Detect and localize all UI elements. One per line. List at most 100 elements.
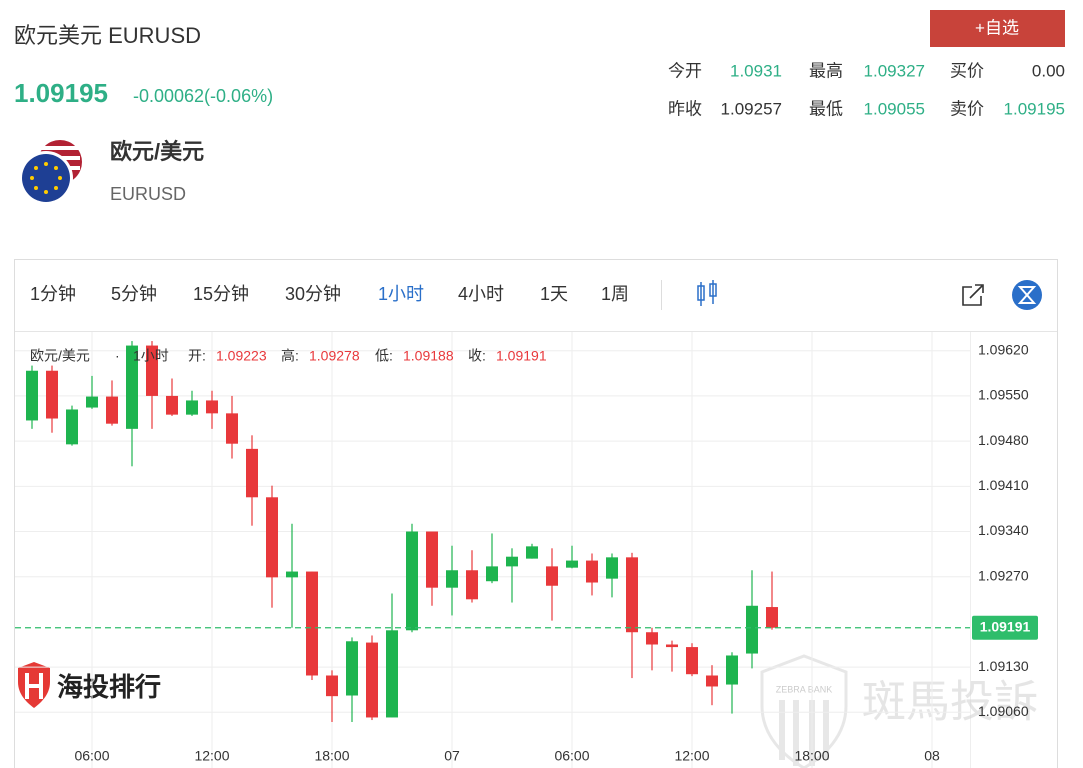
instrument-name: 欧元/美元: [110, 139, 204, 164]
candle-body: [746, 605, 758, 654]
quote-label: 昨收: [668, 99, 702, 118]
candle-body: [646, 632, 658, 645]
legend-high: 1.09278: [309, 348, 360, 364]
quote-value: 1.09055: [864, 99, 925, 118]
quote-label: 最低: [809, 99, 843, 118]
candle-body: [406, 531, 418, 631]
page-title: 欧元美元 EURUSD: [14, 23, 201, 48]
legend-close: 1.09191: [496, 348, 547, 364]
legend-symbol: 欧元/美元: [30, 348, 90, 364]
candle-body: [146, 345, 158, 396]
candle-body: [726, 655, 738, 685]
quote-value: 1.09257: [721, 99, 782, 118]
chart-type-button[interactable]: [697, 280, 717, 306]
interval-tab[interactable]: 1周: [601, 284, 629, 304]
candle-body: [666, 644, 678, 648]
candle-body: [186, 400, 198, 415]
left-watermark: 海投排行: [57, 672, 161, 702]
x-tick-label: 18:00: [794, 748, 829, 764]
x-tick-label: 07: [444, 748, 460, 764]
plot: 1.09620 1.09550 1.09480 1.09410 1.09340 1.092…: [15, 332, 1038, 768]
candle-body: [626, 557, 638, 633]
candle-body: [446, 570, 458, 588]
instrument-code: EURUSD: [110, 184, 186, 204]
interval-tab[interactable]: 15分钟: [193, 284, 249, 304]
y-tick-label: 1.09410: [978, 477, 1029, 493]
candle-body: [566, 560, 578, 568]
y-tick-label: 1.09620: [978, 341, 1029, 357]
right-watermark: 斑馬投訴: [862, 678, 1038, 727]
quote-value: 1.09327: [864, 61, 925, 80]
candle-body: [586, 560, 598, 583]
quote-label: 今开: [668, 61, 702, 80]
legend-interval: 1小时: [133, 348, 169, 364]
candle-body: [386, 630, 398, 718]
interval-tab[interactable]: 1分钟: [30, 284, 76, 304]
quote-value: 1.09195: [1004, 99, 1065, 118]
quote-label: 最高: [809, 61, 843, 80]
legend-open-label: 开:: [188, 348, 206, 364]
candle-body: [686, 647, 698, 675]
candle-body: [346, 641, 358, 696]
price-change: -0.00062(-0.06%): [133, 86, 273, 106]
share-button[interactable]: [962, 284, 984, 306]
quote-value: 1.0931: [730, 61, 782, 80]
candle-body: [226, 413, 238, 444]
interval-tab[interactable]: 5分钟: [111, 284, 157, 304]
y-tick-label: 1.09270: [978, 567, 1029, 583]
quote-table: 今开 1.0931 最高 1.09327 买价 0.00 昨收 1.09257 最低 1.0905…: [668, 61, 1065, 118]
legend-high-label: 高:: [281, 348, 299, 364]
candle-body: [506, 556, 518, 567]
right-watermark-badge: ZEBRA BANK: [776, 684, 833, 694]
interval-tab[interactable]: 30分钟: [285, 284, 341, 304]
interval-toolbar: 1分钟 5分钟 15分钟 30分钟 1小时 4小时 1天 1周: [30, 284, 629, 304]
interval-tab[interactable]: 1天: [540, 284, 568, 304]
candle-body: [266, 497, 278, 578]
quote-value: 0.00: [1032, 61, 1065, 80]
candle-body: [246, 448, 258, 498]
x-tick-label: 06:00: [74, 748, 109, 764]
candle-body: [306, 571, 318, 676]
candle-body: [426, 531, 438, 588]
price-tag-label: 1.09191: [980, 618, 1031, 634]
y-tick-label: 1.09060: [978, 703, 1029, 719]
quote-label: 买价: [950, 61, 984, 80]
candle-body: [86, 396, 98, 408]
replay-button[interactable]: [1012, 280, 1042, 310]
candle-body: [126, 345, 138, 429]
left-watermark-logo: [18, 662, 50, 708]
candle-body: [706, 675, 718, 687]
chart-legend: 欧元/美元 · 1小时 开: 1.09223 高: 1.09278 低: 1.0…: [30, 348, 547, 364]
flag-icon: [19, 140, 82, 205]
candle-body: [66, 409, 78, 445]
candle-body: [766, 607, 778, 628]
candle-body: [326, 675, 338, 697]
x-tick-label: 08: [924, 748, 940, 764]
x-tick-label: 06:00: [554, 748, 589, 764]
x-tick-label: 12:00: [674, 748, 709, 764]
interval-tab[interactable]: 1小时: [378, 284, 424, 304]
x-tick-label: 18:00: [314, 748, 349, 764]
button-bg: [930, 10, 1065, 47]
legend-open: 1.09223: [216, 348, 267, 364]
candle-body: [466, 570, 478, 600]
candle-body: [206, 400, 218, 414]
candle-body: [46, 370, 58, 419]
candle-body: [366, 642, 378, 718]
y-tick-label: 1.09550: [978, 387, 1029, 403]
watch-button[interactable]: +自选: [930, 10, 1065, 47]
y-tick-label: 1.09130: [978, 658, 1029, 674]
candle-body: [106, 396, 118, 424]
candle-body: [546, 566, 558, 586]
candle-body: [286, 571, 298, 578]
quote-label: 卖价: [950, 99, 984, 118]
legend-low-label: 低:: [375, 348, 393, 364]
last-price: 1.09195: [14, 78, 108, 108]
candle-body: [166, 395, 178, 415]
candle-body: [26, 370, 38, 421]
candle-body: [606, 557, 618, 579]
legend-low: 1.09188: [403, 348, 454, 364]
interval-tab[interactable]: 4小时: [458, 284, 504, 304]
